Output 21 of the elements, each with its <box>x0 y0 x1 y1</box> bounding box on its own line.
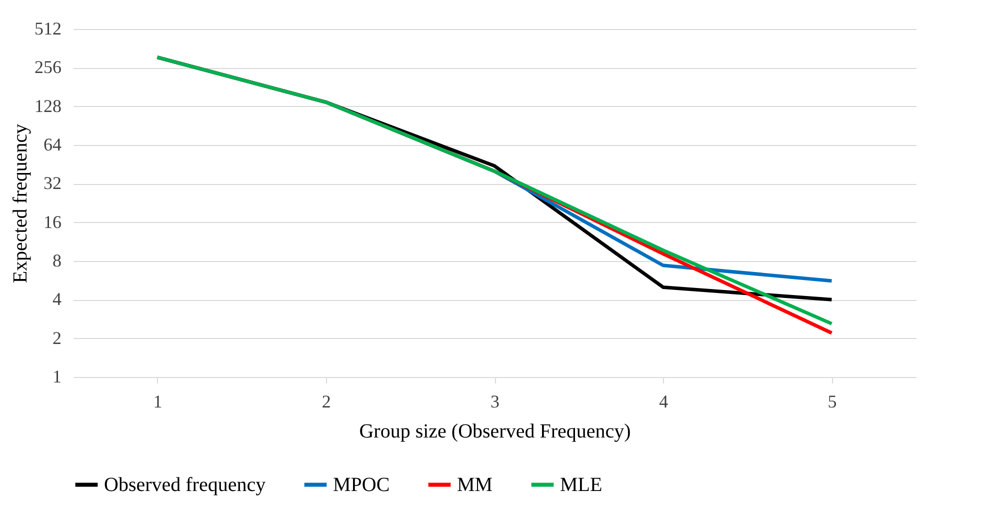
x-tick-label: 2 <box>322 392 331 412</box>
legend-label: Observed frequency <box>104 474 266 496</box>
y-tick-label: 2 <box>52 328 62 348</box>
x-axis-title: Group size (Observed Frequency) <box>359 420 631 442</box>
legend-label: MM <box>457 474 493 496</box>
y-tick-label: 1 <box>52 366 62 386</box>
x-tick-label: 3 <box>490 392 500 412</box>
y-tick-label: 256 <box>34 57 62 78</box>
y-tick-label: 32 <box>44 173 62 194</box>
y-tick-label: 512 <box>34 18 62 38</box>
x-tick-label: 4 <box>659 392 668 412</box>
x-tick-label: 1 <box>153 392 162 412</box>
x-tick-label: 5 <box>828 392 837 412</box>
y-tick-label: 128 <box>34 96 62 116</box>
y-tick-label: 16 <box>44 212 62 232</box>
y-tick-label: 4 <box>52 289 62 310</box>
y-tick-label: 8 <box>52 250 62 270</box>
legend-label: MPOC <box>333 474 390 496</box>
y-axis-title: Expected frequency <box>10 124 32 284</box>
y-tick-label: 64 <box>44 134 62 154</box>
legend-label: MLE <box>560 474 602 496</box>
